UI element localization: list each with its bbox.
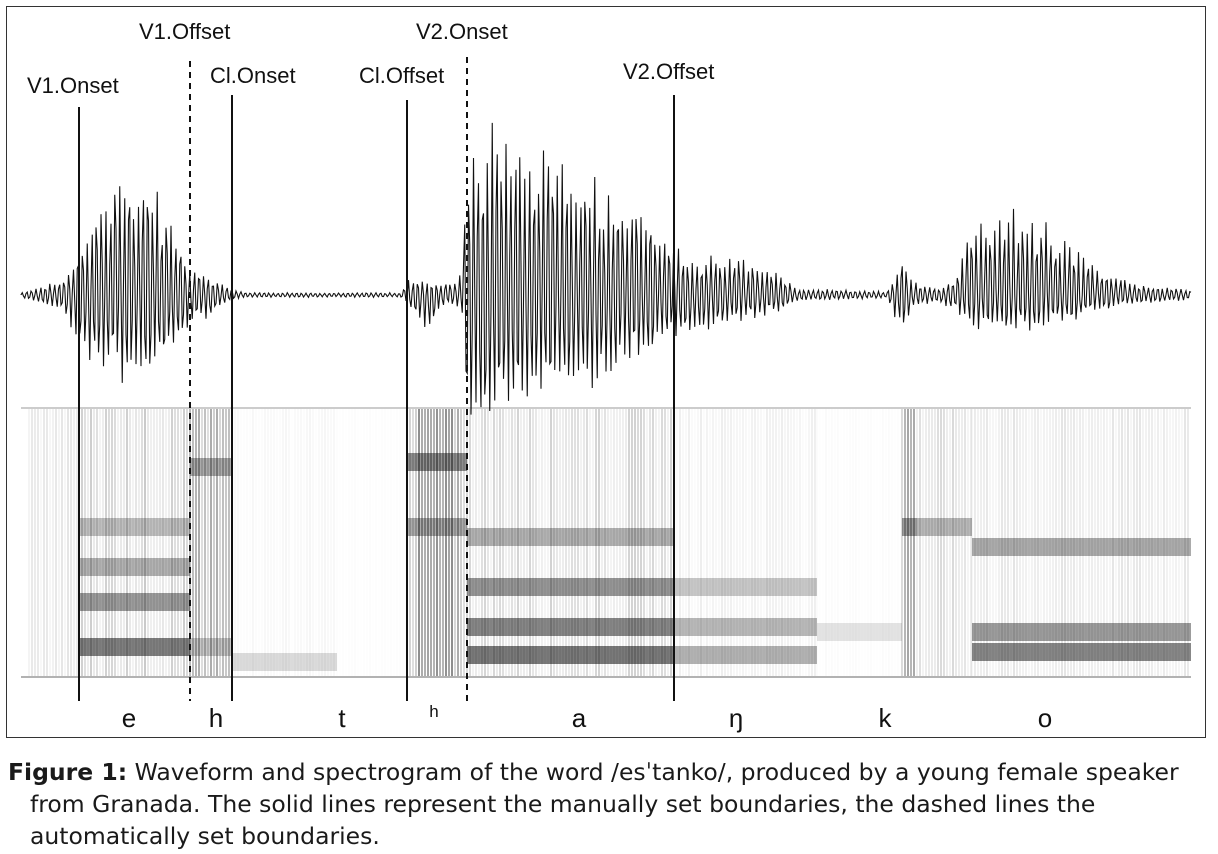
figure-panel: V1.Onset V1.Offset Cl.Onset Cl.Offset V2… — [6, 6, 1206, 738]
spectrogram-formant-band — [972, 643, 1191, 661]
spectrogram-formant-band — [817, 623, 902, 641]
spectrogram-formant-band — [467, 618, 674, 636]
segment-label: ŋ — [729, 703, 743, 733]
spectrogram-formant-band — [79, 593, 190, 611]
spectrogram-formant-band — [407, 518, 467, 536]
spectrogram-formant-band — [467, 528, 674, 546]
segment-label: h — [209, 703, 223, 733]
caption-line: automatically set boundaries. — [30, 822, 380, 850]
spectrogram-formant-band — [79, 518, 190, 536]
waveform — [20, 122, 1192, 415]
spectrogram-formant-band — [674, 646, 817, 664]
spectrogram-formant-band — [79, 558, 190, 576]
boundary-label-cl-offset: Cl.Offset — [359, 63, 444, 88]
spectrogram-formant-band — [902, 518, 917, 536]
boundary-label-v2-onset: V2.Onset — [416, 19, 508, 44]
segment-label-superscript: h — [429, 702, 438, 721]
spectrogram-formant-band — [674, 578, 817, 596]
segment-label: e — [122, 703, 136, 733]
segment-label: t — [338, 703, 346, 733]
caption-line: Figure 1: Waveform and spectrogram of th… — [8, 756, 1206, 788]
spectrogram-formant-band — [972, 538, 1191, 556]
waveform-spectrogram-figure: V1.Onset V1.Offset Cl.Onset Cl.Offset V2… — [20, 19, 1192, 733]
spectrogram-formant-band — [190, 638, 232, 656]
spectrogram-formant-band — [972, 623, 1191, 641]
caption-line: from Granada. The solid lines represent … — [30, 790, 1096, 818]
boundary-label-v1-onset: V1.Onset — [27, 73, 119, 98]
caption-label: Figure 1: — [8, 758, 128, 786]
spectrogram-formant-band — [79, 638, 190, 656]
spectrogram-formant-band — [917, 518, 972, 536]
spectrogram — [28, 409, 1191, 676]
figure-caption: Figure 1: Waveform and spectrogram of th… — [8, 756, 1206, 852]
spectrogram-formant-band — [467, 646, 674, 664]
boundary-label-v1-offset: V1.Offset — [139, 19, 230, 44]
spectrogram-formant-band — [674, 618, 817, 636]
caption-text: Waveform and spectrogram of the word /es… — [127, 758, 1179, 786]
segment-label: a — [572, 703, 587, 733]
spectrogram-formant-band — [467, 578, 674, 596]
segment-label: k — [879, 703, 893, 733]
segment-label: o — [1038, 703, 1052, 733]
spectrogram-formant-band — [190, 458, 232, 476]
boundary-label-cl-onset: Cl.Onset — [210, 63, 296, 88]
spectrogram-formant-band — [407, 453, 467, 471]
spectrogram-formant-band — [232, 653, 337, 671]
boundary-label-v2-offset: V2.Offset — [623, 59, 714, 84]
